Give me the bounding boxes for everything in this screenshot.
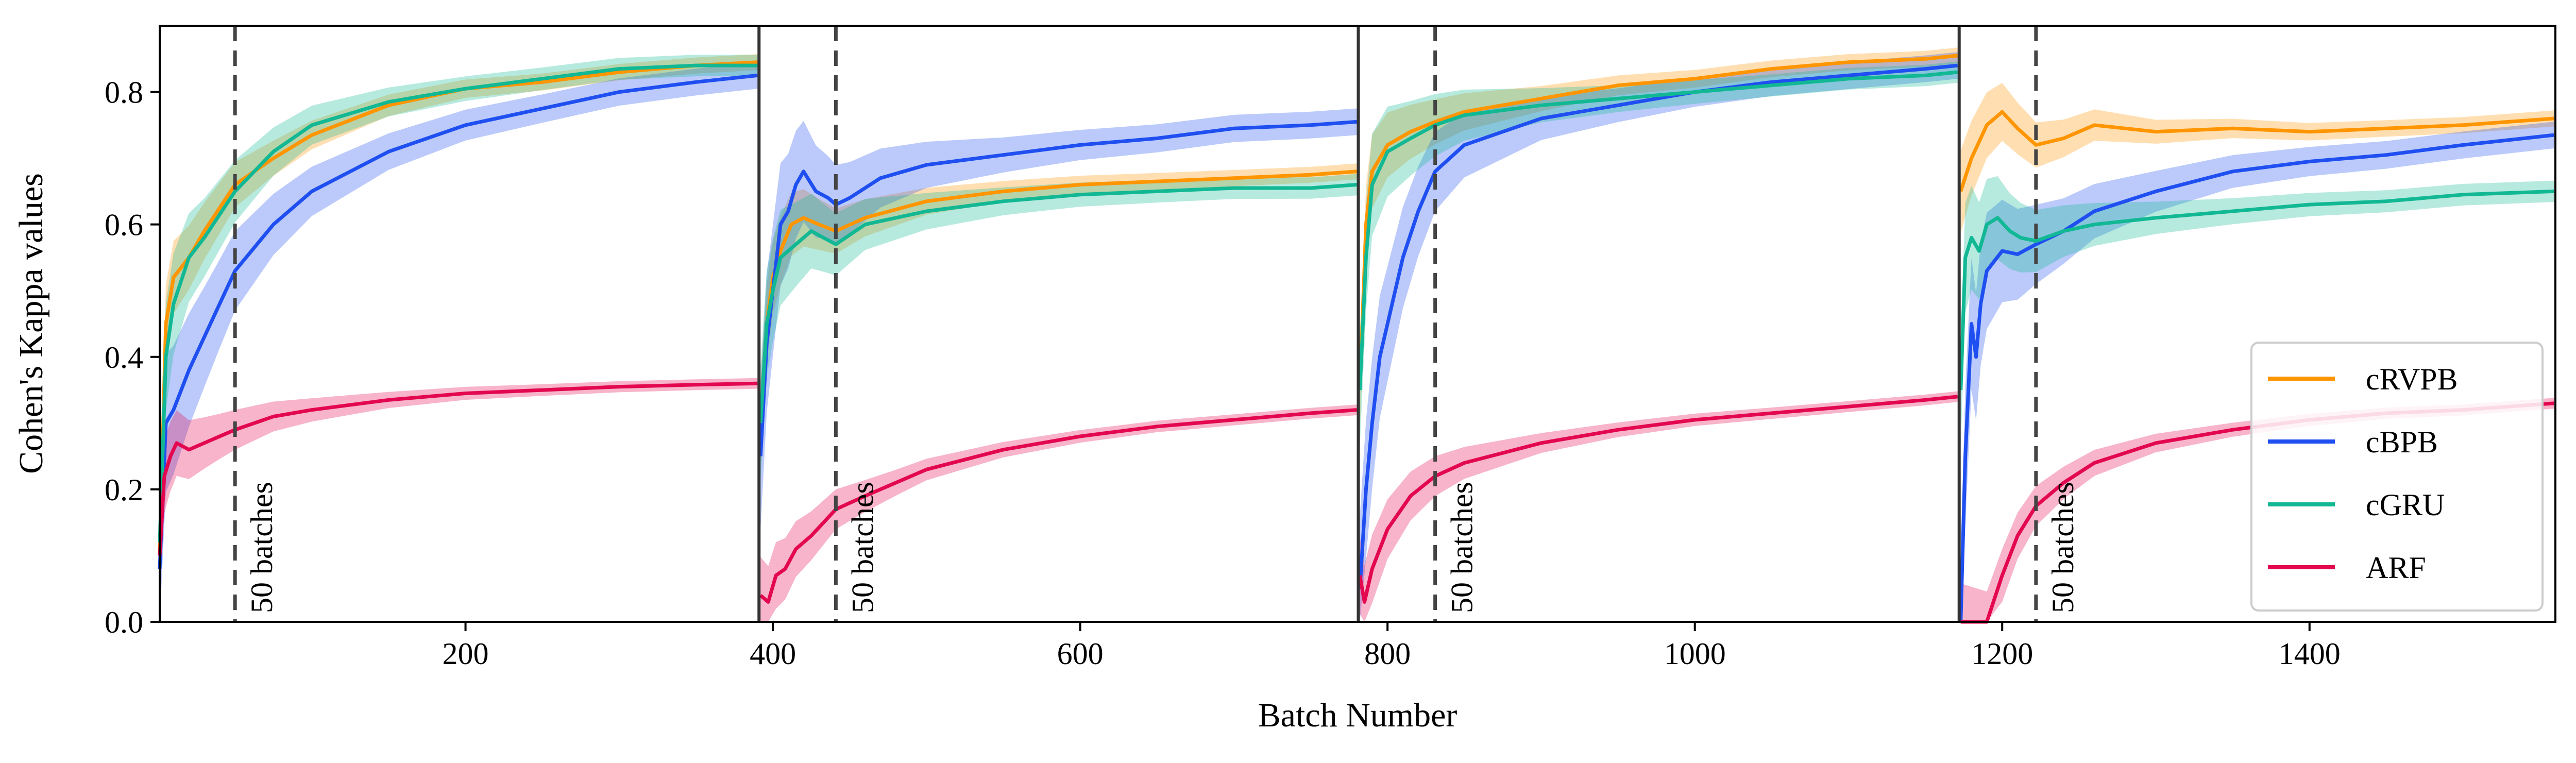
- annotations: 50 batches 50 batches 50 batches 50 batches: [233, 26, 2080, 622]
- x-axis-label: Batch Number: [1258, 697, 1458, 734]
- x-tick-label-800: 800: [1364, 637, 1411, 671]
- confidence-bands: [160, 47, 2554, 622]
- band-cbpb-2: [760, 108, 1357, 529]
- series-line-cgru-3: [1358, 70, 1958, 391]
- series-line-crvpb-1: [158, 60, 758, 556]
- band-cbpb-1: [160, 62, 758, 622]
- x-tick-label-1000: 1000: [1664, 637, 1726, 671]
- legend-label-cbpb: cBPB: [2366, 425, 2438, 459]
- x-tick-label-600: 600: [1057, 637, 1104, 671]
- y-tick-label-1: 0.2: [105, 473, 143, 507]
- band-cgru-2: [760, 174, 1357, 480]
- y-tick-label-3: 0.6: [105, 208, 143, 242]
- legend-label-cgru: cGRU: [2366, 488, 2445, 522]
- series-line-crvpb-3: [1358, 54, 1958, 391]
- panel-boundaries: [757, 26, 1961, 622]
- series-line-arf-1: [158, 381, 758, 556]
- y-axis-ticks: 0.0 0.2 0.4 0.6 0.8: [105, 76, 160, 639]
- band-arf-4: [1960, 398, 2554, 622]
- x-tick-label-200: 200: [443, 637, 489, 671]
- band-cgru-4: [1960, 176, 2554, 447]
- x-tick-label-400: 400: [750, 637, 796, 671]
- x-axis-ticks: 200 400 600 800 1000 1200 1400: [443, 622, 2341, 671]
- marker-label-4: 50 batches: [2046, 482, 2080, 613]
- series-line-cbpb-4: [1959, 133, 2554, 622]
- legend-label-arf: ARF: [2366, 551, 2426, 585]
- x-tick-label-1200: 1200: [1971, 637, 2033, 671]
- y-tick-label-0: 0.0: [105, 605, 143, 639]
- legend-label-crvpb: cRVPB: [2366, 362, 2458, 396]
- series-line-cbpb-3: [1358, 63, 1958, 589]
- y-tick-label-2: 0.4: [105, 341, 143, 375]
- series-line-cgru-4: [1959, 189, 2554, 391]
- legend: cRVPB cBPB cGRU ARF: [2250, 342, 2544, 612]
- band-arf-3: [1360, 391, 1958, 622]
- marker-label-1: 50 batches: [245, 482, 279, 613]
- band-crvpb-4: [1960, 82, 2554, 233]
- y-axis-label: Cohen's Kappa values: [12, 173, 50, 474]
- x-tick-label-1400: 1400: [2279, 637, 2341, 671]
- marker-label-3: 50 batches: [1445, 482, 1479, 613]
- series-line-cgru-2: [758, 183, 1357, 423]
- series-lines: [158, 54, 2554, 624]
- band-cgru-3: [1360, 61, 1958, 447]
- y-tick-label-4: 0.8: [105, 76, 143, 110]
- series-line-crvpb-4: [1959, 110, 2554, 192]
- series-line-arf-3: [1358, 395, 1958, 604]
- marker-label-2: 50 batches: [845, 482, 879, 613]
- plot-frame: [159, 25, 2556, 623]
- legend-box: [2250, 342, 2544, 612]
- series-line-cgru-1: [158, 63, 758, 542]
- series-line-arf-2: [759, 408, 1357, 604]
- series-line-cbpb-1: [158, 73, 758, 569]
